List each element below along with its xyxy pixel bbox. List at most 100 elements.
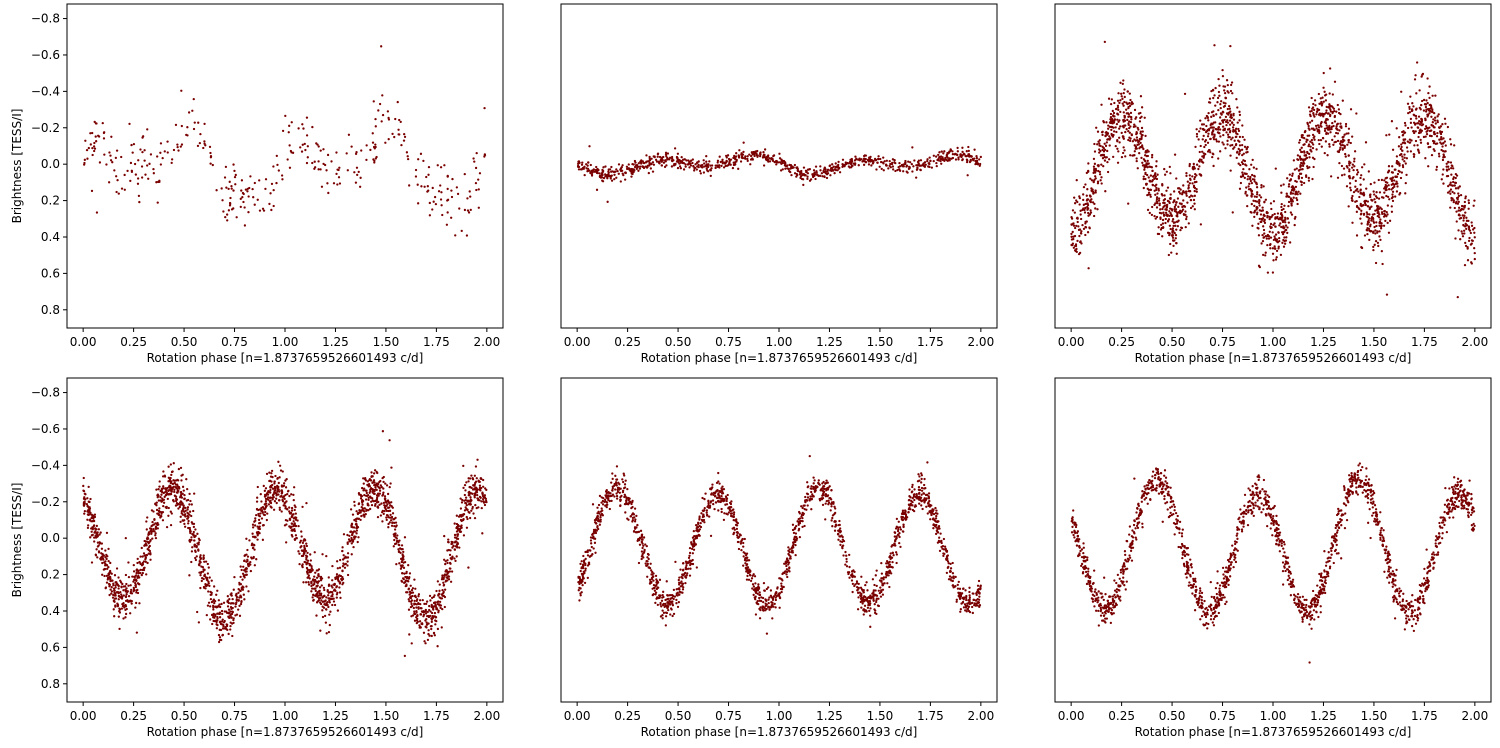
data-point: [1413, 78, 1417, 81]
data-point: [285, 477, 288, 481]
data-point: [372, 158, 375, 161]
data-point: [694, 166, 697, 170]
data-point: [158, 480, 161, 483]
data-point: [380, 45, 383, 48]
data-point: [705, 160, 708, 163]
data-point: [1070, 217, 1074, 220]
data-point: [222, 621, 226, 624]
data-point: [1098, 173, 1102, 176]
data-point: [1165, 170, 1168, 173]
data-point: [1070, 232, 1073, 236]
data-point: [89, 143, 92, 146]
data-point: [1072, 224, 1076, 227]
data-point: [1150, 166, 1154, 169]
data-point: [967, 149, 970, 153]
data-point: [1193, 189, 1196, 193]
data-point: [222, 627, 226, 630]
data-point: [294, 512, 297, 515]
data-point: [1251, 224, 1254, 227]
data-point: [225, 627, 228, 631]
data-point: [264, 505, 268, 508]
data-point: [1457, 200, 1460, 204]
data-point: [1169, 193, 1172, 196]
data-point: [1362, 178, 1365, 181]
data-point: [1263, 221, 1267, 225]
data-point: [1080, 232, 1083, 235]
data-point: [328, 613, 331, 616]
data-point: [329, 590, 332, 594]
data-point: [967, 145, 970, 149]
data-point: [338, 558, 342, 562]
data-point: [1133, 154, 1136, 157]
data-point: [1185, 215, 1188, 218]
data-point: [724, 162, 727, 165]
data-point: [1401, 165, 1405, 169]
data-point: [472, 157, 475, 160]
data-point: [1168, 165, 1171, 168]
data-point: [1396, 162, 1399, 166]
data-point: [1169, 207, 1172, 210]
data-point: [1241, 124, 1244, 127]
data-point: [416, 202, 420, 205]
data-point: [232, 588, 235, 591]
data-point: [609, 177, 612, 180]
data-point: [1359, 183, 1362, 186]
data-point: [1330, 126, 1333, 129]
data-point: [1336, 103, 1339, 107]
data-point: [1288, 179, 1291, 182]
data-point: [1267, 237, 1271, 240]
data-point: [378, 489, 382, 492]
data-point: [1221, 121, 1225, 124]
data-point: [720, 164, 723, 168]
data-point: [858, 157, 861, 160]
data-point: [1125, 101, 1128, 104]
data-point: [159, 163, 163, 166]
data-point: [664, 153, 668, 156]
data-point: [336, 567, 339, 570]
data-point: [683, 158, 686, 161]
data-point: [1202, 154, 1206, 158]
data-point: [1383, 187, 1386, 190]
data-point: [1406, 150, 1409, 153]
data-point: [1317, 138, 1320, 142]
data-point: [1207, 132, 1210, 135]
data-point: [611, 170, 614, 173]
data-point: [1237, 147, 1240, 151]
data-point: [1401, 141, 1405, 144]
data-point: [1449, 138, 1452, 141]
data-point: [928, 162, 931, 166]
data-point: [1319, 138, 1323, 142]
data-point: [1127, 202, 1130, 205]
data-point: [1150, 156, 1154, 159]
data-point: [1375, 221, 1378, 224]
data-point: [823, 175, 826, 179]
data-point: [585, 167, 588, 170]
data-point: [1390, 120, 1394, 123]
data-point: [680, 160, 684, 163]
data-point: [607, 168, 610, 171]
data-point: [1385, 211, 1388, 214]
data-point: [1181, 208, 1185, 211]
data-point: [436, 580, 440, 583]
data-point: [1454, 187, 1458, 190]
data-point: [1344, 122, 1348, 126]
data-point: [1280, 225, 1283, 229]
data-point: [1194, 145, 1197, 149]
data-point: [256, 198, 259, 201]
data-point: [1184, 190, 1188, 193]
data-point: [1402, 130, 1405, 133]
data-point: [1430, 129, 1433, 132]
data-point: [1341, 136, 1344, 139]
data-point: [1098, 148, 1101, 151]
data-point: [1372, 245, 1375, 248]
data-point: [203, 142, 206, 145]
data-point: [1465, 224, 1469, 227]
data-point: [862, 157, 866, 160]
data-point: [434, 202, 438, 206]
data-point: [1084, 222, 1087, 225]
data-point: [1253, 215, 1256, 219]
data-point: [1401, 149, 1404, 152]
data-point: [453, 557, 456, 560]
data-point: [187, 519, 190, 523]
data-point: [1260, 220, 1263, 223]
